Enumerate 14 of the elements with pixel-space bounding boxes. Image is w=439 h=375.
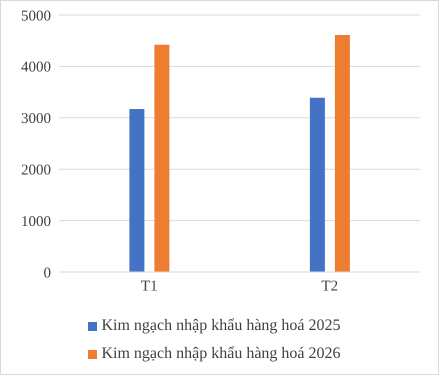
y-tick-label: 0 xyxy=(44,265,51,282)
y-tick-label: 3000 xyxy=(21,111,51,128)
bar xyxy=(154,44,170,272)
bar xyxy=(129,109,144,272)
y-tick-label: 5000 xyxy=(21,8,51,24)
y-tick-label: 4000 xyxy=(21,60,51,76)
y-tick-label: 1000 xyxy=(21,214,51,230)
x-tick-label: T2 xyxy=(321,278,338,295)
bar xyxy=(310,98,325,272)
legend-label: Kim ngạch nhập khẩu hàng hoá 2026 xyxy=(101,345,341,362)
y-tick-label: 2000 xyxy=(21,162,51,179)
bar xyxy=(334,35,350,272)
x-tick-label: T1 xyxy=(140,278,158,295)
legend-label: Kim ngạch nhập khẩu hàng hoá 2025 xyxy=(101,317,341,334)
